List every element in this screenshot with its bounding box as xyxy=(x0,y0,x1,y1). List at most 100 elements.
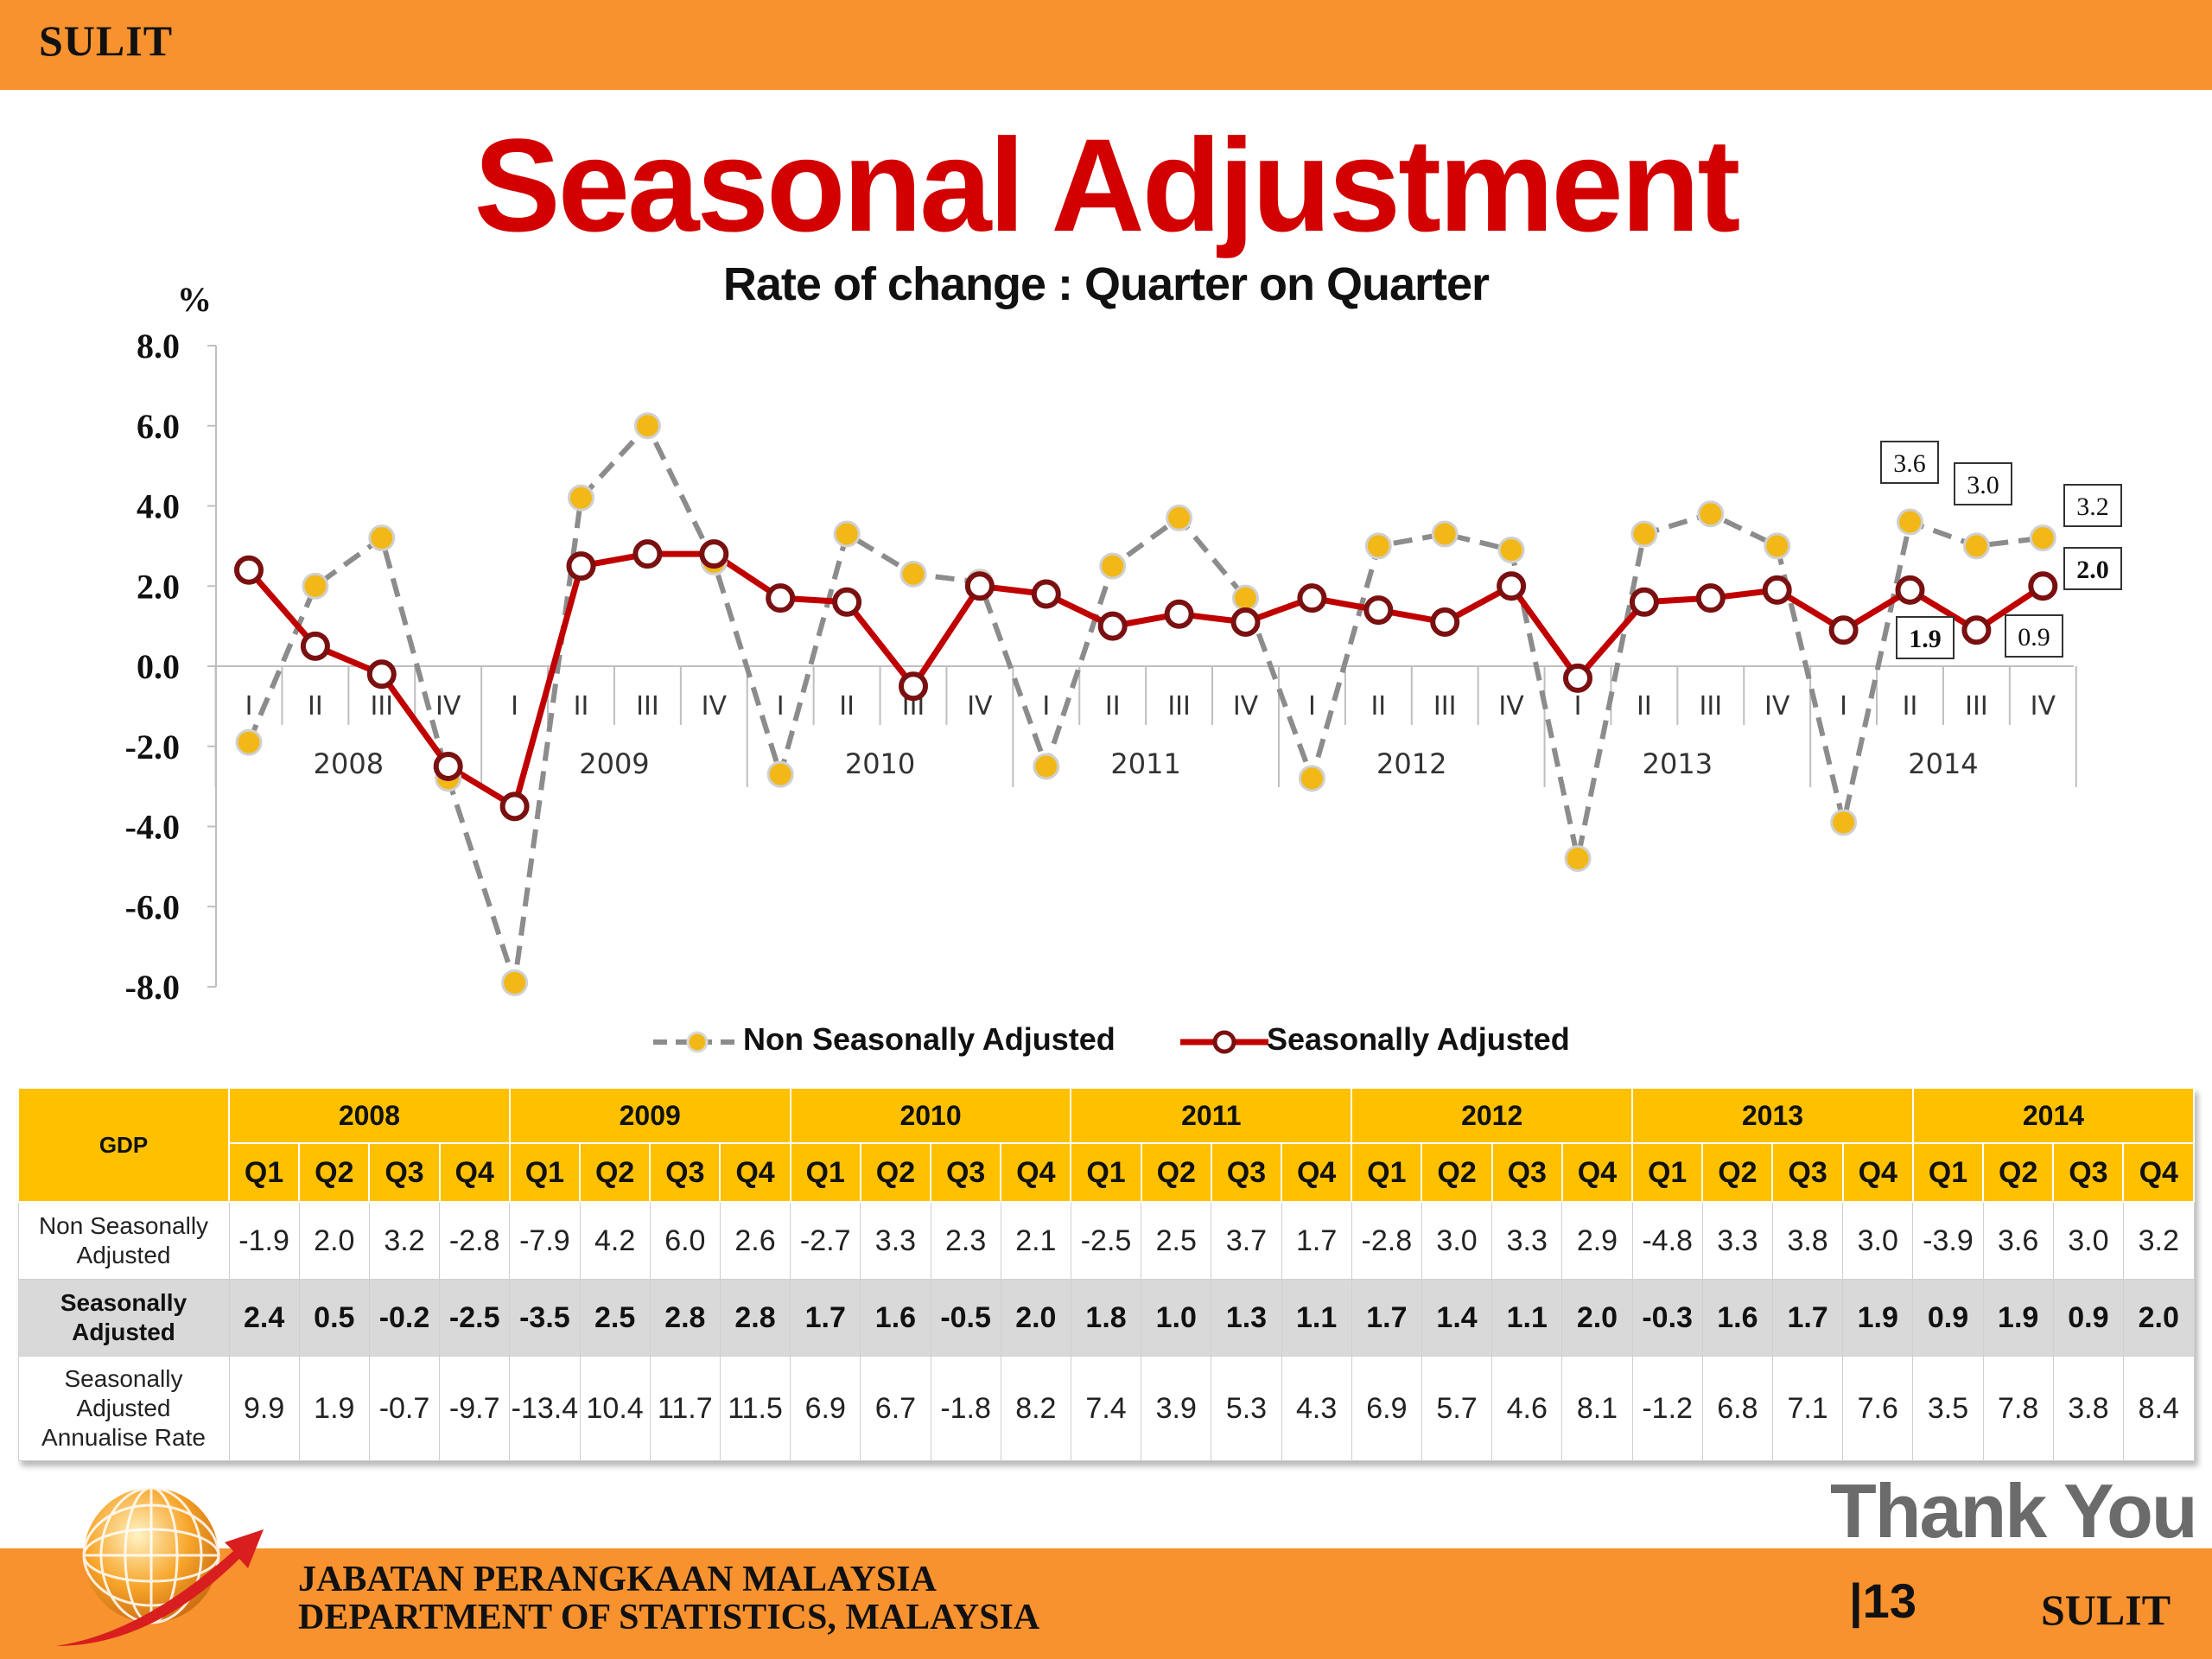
table-cell: 1.7 xyxy=(1351,1279,1422,1357)
table-cell: 0.9 xyxy=(1912,1279,1984,1357)
table-year-header: 2012 xyxy=(1351,1087,1634,1144)
classification-label-top: SULIT xyxy=(39,16,174,65)
table-cell: 9.9 xyxy=(228,1356,300,1461)
table-quarter-header: Q2 xyxy=(1140,1142,1212,1203)
quarter-tick-label: IV xyxy=(2031,691,2056,721)
data-label: 1.9 xyxy=(1909,625,1942,653)
table-cell: 3.2 xyxy=(368,1201,441,1280)
sa-data-point xyxy=(766,583,796,613)
table-cell: 3.9 xyxy=(1141,1356,1212,1461)
table-cell: -7.9 xyxy=(509,1201,581,1280)
data-label-box xyxy=(2005,614,2063,658)
table-cell: 1.9 xyxy=(1842,1279,1914,1357)
classification-label-bottom: SULIT xyxy=(2041,1586,2171,1634)
quarter-tick-label: II xyxy=(308,691,323,721)
table-quarter-header: Q4 xyxy=(1841,1142,1914,1203)
table-cell: 1.3 xyxy=(1211,1279,1282,1357)
sa-data-point xyxy=(1430,607,1460,637)
table-quarter-header: Q2 xyxy=(1701,1142,1774,1203)
y-tick-label: 6.0 xyxy=(137,407,180,446)
data-label: 3.6 xyxy=(1893,449,1926,478)
y-tick-label: 0.0 xyxy=(137,647,180,686)
quarter-tick-label: II xyxy=(1370,691,1386,721)
chart-subtitle: Rate of change : Quarter on Quarter xyxy=(722,258,1490,310)
table-quarter-header: Q1 xyxy=(1631,1142,1704,1203)
table-cell: 3.7 xyxy=(1211,1201,1282,1280)
table-cell: 2.6 xyxy=(719,1201,791,1280)
quarter-tick-label: II xyxy=(1637,691,1652,721)
y-tick-label: 4.0 xyxy=(137,487,180,526)
sa-data-point xyxy=(234,555,264,585)
data-label: 3.2 xyxy=(2076,493,2109,521)
nsa-data-point xyxy=(501,969,529,996)
table-cell: 3.3 xyxy=(1491,1201,1563,1280)
table-cell: 6.8 xyxy=(1701,1356,1773,1461)
table-quarter-header: Q3 xyxy=(1491,1142,1563,1203)
table-cell: 2.5 xyxy=(1141,1201,1212,1280)
table-cell: 6.0 xyxy=(649,1201,721,1280)
department-name-english: DEPARTMENT OF STATISTICS, MALAYSIA xyxy=(298,1598,1040,1637)
quarter-tick-label: I xyxy=(511,691,518,721)
sa-data-point xyxy=(699,539,729,569)
y-tick-label: -4.0 xyxy=(125,808,180,847)
line-chart: %8.06.04.02.00.0-2.0-4.0-6.0-8.0I II III IV… xyxy=(125,280,2122,1007)
sa-data-point xyxy=(1297,583,1327,613)
table-quarter-header: Q2 xyxy=(1982,1142,2055,1203)
legend-label-nsa: Non Seasonally Adjusted xyxy=(743,1021,1116,1057)
table-cell: 4.6 xyxy=(1491,1356,1563,1461)
table-cell: 3.3 xyxy=(860,1201,931,1280)
nsa-data-point xyxy=(833,520,861,548)
department-name-malay: JABATAN PERANGKAAN MALAYSIA xyxy=(298,1560,937,1599)
table-cell: 3.5 xyxy=(1912,1356,1984,1461)
thank-you-text: Thank You xyxy=(1830,1468,2198,1554)
nsa-data-point xyxy=(1298,765,1325,792)
table-cell: -3.5 xyxy=(509,1279,581,1357)
table-quarter-header: Q3 xyxy=(1771,1142,1844,1203)
sa-data-point xyxy=(632,539,663,569)
sa-data-point xyxy=(1230,607,1261,637)
table-cell: -0.2 xyxy=(368,1279,441,1357)
legend-swatch-nsa xyxy=(653,1031,741,1053)
y-tick-label: -2.0 xyxy=(125,728,180,766)
table-quarter-header: Q2 xyxy=(298,1142,371,1203)
year-tick-label: 2009 xyxy=(579,747,649,780)
table-cell: 4.3 xyxy=(1281,1356,1352,1461)
table-year-header: 2009 xyxy=(508,1087,791,1144)
data-label-box xyxy=(1896,616,1955,659)
table-cell: 2.0 xyxy=(1561,1279,1633,1357)
quarter-tick-label: III xyxy=(371,691,394,721)
table-cell: 1.7 xyxy=(1771,1279,1844,1357)
sa-data-point xyxy=(1563,663,1592,693)
table-year-header: 2014 xyxy=(1911,1087,2196,1144)
table-quarter-header: Q3 xyxy=(649,1142,721,1203)
sa-series-line xyxy=(246,550,2045,810)
quarter-tick-label: III xyxy=(1965,691,1988,721)
sa-data-point xyxy=(1097,611,1128,641)
year-tick-label: 2008 xyxy=(314,747,384,780)
nsa-data-point xyxy=(1630,520,1658,548)
y-tick-label: -6.0 xyxy=(125,887,180,926)
table-cell: 11.7 xyxy=(649,1356,721,1461)
table-year-header: 2011 xyxy=(1070,1087,1353,1144)
table-cell: 1.4 xyxy=(1421,1279,1493,1357)
table-cell: 1.7 xyxy=(1281,1201,1352,1280)
sa-data-point xyxy=(899,671,928,702)
sa-data-point xyxy=(1895,575,1925,605)
table-cell: 2.8 xyxy=(649,1279,721,1357)
nsa-data-point xyxy=(766,760,794,788)
table-quarter-header: Q4 xyxy=(719,1142,791,1203)
table-cell: 0.9 xyxy=(2052,1279,2124,1357)
table-cell: -9.7 xyxy=(439,1356,511,1461)
table-cell: 2.4 xyxy=(228,1279,300,1357)
gdp-table: GDP 2008 2009 2010 2011 2012 2013 2014 Q1 Q2 Q3 Q… xyxy=(17,1087,2196,1461)
table-cell: -2.8 xyxy=(439,1201,511,1280)
table-quarter-header: Q2 xyxy=(579,1142,652,1203)
table-cell: 2.9 xyxy=(1561,1201,1633,1280)
nsa-data-point xyxy=(1697,500,1725,528)
table-row: Non Seasonally Adjusted -1.9 2.0 3.2 -2.8 -7.9… xyxy=(17,1201,2195,1280)
table-cell: 8.4 xyxy=(2122,1356,2195,1461)
table-cell: -13.4 xyxy=(509,1356,581,1461)
y-tick-label: -8.0 xyxy=(125,968,180,1007)
table-quarter-header: Q4 xyxy=(1000,1142,1072,1203)
data-label-box xyxy=(2063,484,2122,527)
